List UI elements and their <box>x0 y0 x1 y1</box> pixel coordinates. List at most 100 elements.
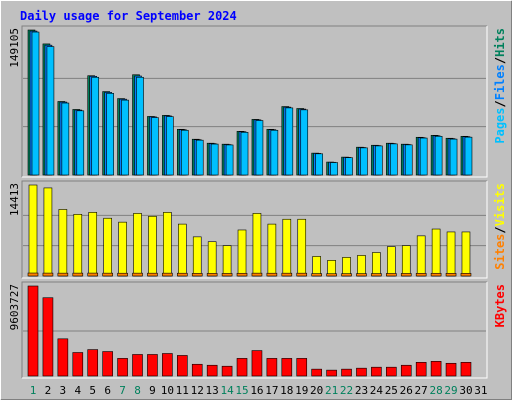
bar <box>136 76 144 176</box>
bar <box>221 365 233 377</box>
x-tick-label: 18 <box>280 384 293 397</box>
bar <box>28 184 38 277</box>
bar <box>266 272 278 277</box>
bar <box>221 273 233 277</box>
bar <box>400 364 412 377</box>
bar <box>341 273 352 277</box>
bar <box>326 369 337 377</box>
bar <box>195 139 204 176</box>
chart-title: Daily usage for September 2024 <box>20 9 237 23</box>
legend-entry: Sites <box>493 234 507 270</box>
bar <box>404 144 413 176</box>
bar <box>42 272 54 277</box>
bar <box>342 257 351 277</box>
x-tick-label: 30 <box>459 384 472 397</box>
bar <box>300 109 309 176</box>
bar <box>177 355 188 377</box>
panel-edge-light <box>22 282 488 379</box>
bar <box>401 245 411 277</box>
bar <box>191 273 203 277</box>
bar <box>387 246 396 277</box>
bar <box>181 129 189 176</box>
x-tick-label: 20 <box>310 384 323 397</box>
bar <box>210 143 219 176</box>
bar <box>27 272 39 277</box>
x-tick-label: 14 <box>220 384 234 397</box>
bar <box>386 366 397 377</box>
y-max-label: 14413 <box>8 183 21 216</box>
bar <box>251 272 263 277</box>
bar <box>296 272 308 277</box>
x-tick-label: 4 <box>74 384 81 397</box>
bar <box>282 218 292 277</box>
bar <box>315 153 323 176</box>
legend-separator: / <box>493 57 507 64</box>
bar <box>375 145 383 176</box>
x-tick-label: 10 <box>161 384 174 397</box>
bar <box>118 221 127 277</box>
bar <box>270 129 279 176</box>
bar <box>225 144 234 176</box>
bar <box>117 358 128 377</box>
bar <box>147 272 158 277</box>
bar <box>434 135 443 176</box>
bar <box>296 358 308 377</box>
bar <box>102 272 113 277</box>
bar <box>445 362 457 377</box>
x-tick-label: 23 <box>355 384 368 397</box>
bar <box>61 102 70 176</box>
bar <box>121 99 129 176</box>
bar <box>431 228 441 277</box>
x-tick-label: 9 <box>149 384 156 397</box>
bar <box>390 143 398 176</box>
x-tick-label: 8 <box>134 384 141 397</box>
x-tick-label: 12 <box>191 384 204 397</box>
bar <box>312 256 321 277</box>
bar <box>132 354 143 377</box>
bar <box>42 297 54 377</box>
x-tick-label: 27 <box>415 384 428 397</box>
panel-edge-dark <box>21 180 487 278</box>
bar <box>177 272 188 277</box>
bar <box>132 272 143 277</box>
x-tick-label: 1 <box>30 384 37 397</box>
bar <box>73 214 83 277</box>
bar <box>88 212 98 277</box>
bar <box>57 272 69 277</box>
bar <box>222 245 232 277</box>
legend-entry: Pages <box>493 108 507 144</box>
bar <box>147 354 158 377</box>
bar <box>311 368 322 377</box>
bar <box>415 273 427 277</box>
bar <box>445 273 457 277</box>
bar <box>297 218 307 277</box>
x-tick-label: 31 <box>474 384 487 397</box>
bar <box>341 368 352 377</box>
bar <box>252 213 262 277</box>
legend-separator: / <box>493 100 507 107</box>
x-tick-label: 2 <box>45 384 52 397</box>
bar <box>281 358 293 377</box>
bar <box>360 147 368 176</box>
bar <box>236 272 248 277</box>
bar <box>464 136 473 176</box>
bar <box>419 137 428 176</box>
bar <box>311 273 322 277</box>
legend-entry: Files <box>493 64 507 100</box>
legend: Pages/Files/Hits <box>493 28 507 144</box>
bar <box>151 117 159 176</box>
bar <box>461 231 471 277</box>
bar <box>449 138 458 176</box>
x-tick-label: 7 <box>119 384 126 397</box>
x-tick-label: 19 <box>295 384 308 397</box>
x-tick-label: 22 <box>340 384 353 397</box>
x-tick-label: 29 <box>444 384 457 397</box>
bar <box>76 110 85 176</box>
bar <box>330 162 338 176</box>
bar <box>237 229 247 277</box>
legend-separator: / <box>493 226 507 233</box>
x-tick-label: 28 <box>429 384 442 397</box>
bar <box>326 273 337 277</box>
bar <box>178 223 187 277</box>
bar <box>240 132 249 176</box>
